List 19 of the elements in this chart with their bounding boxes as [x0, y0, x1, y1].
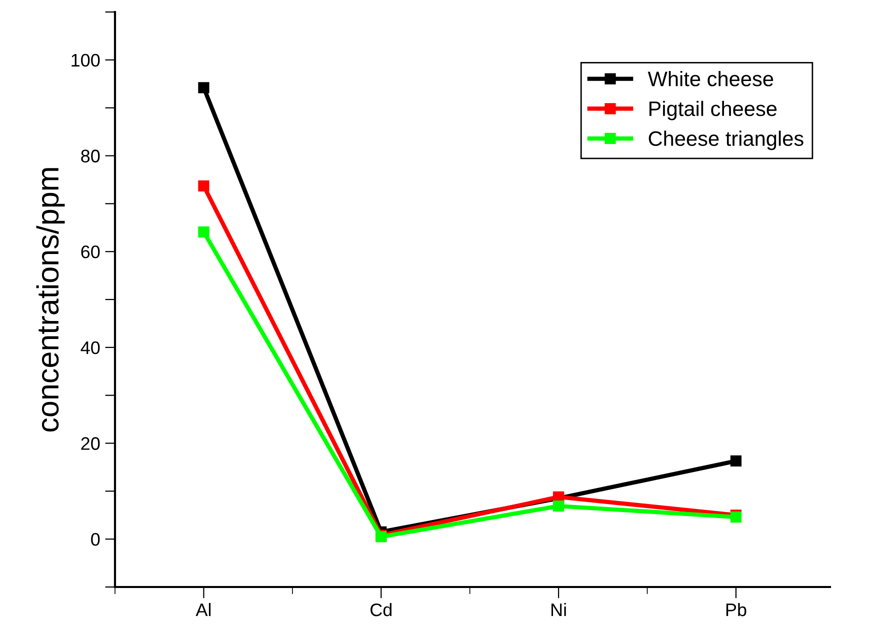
- x-tick-label: Cd: [370, 602, 392, 616]
- point: [552, 500, 564, 512]
- y-tick-label: 40: [80, 341, 100, 354]
- x-tick-label: Ni: [552, 602, 566, 616]
- y-tick-label: 20: [81, 437, 100, 450]
- point: [730, 455, 742, 467]
- point: [198, 82, 210, 94]
- y-tick-label: 60: [81, 246, 100, 258]
- y-tick-label: 80: [81, 150, 100, 162]
- point: [198, 180, 210, 192]
- y-axis-title: concentrations/ppm: [36, 168, 65, 432]
- legend-label: Cheese triangles: [648, 130, 804, 150]
- legend-label: White cheese: [648, 71, 774, 86]
- x-tick-label: Pb: [726, 602, 746, 616]
- y-tick-label: 0: [91, 533, 100, 546]
- y-tick-label: 100: [72, 54, 100, 67]
- point: [198, 226, 210, 238]
- legend-label: Pigtail cheese: [649, 100, 777, 120]
- x-tick-label: Al: [196, 602, 211, 616]
